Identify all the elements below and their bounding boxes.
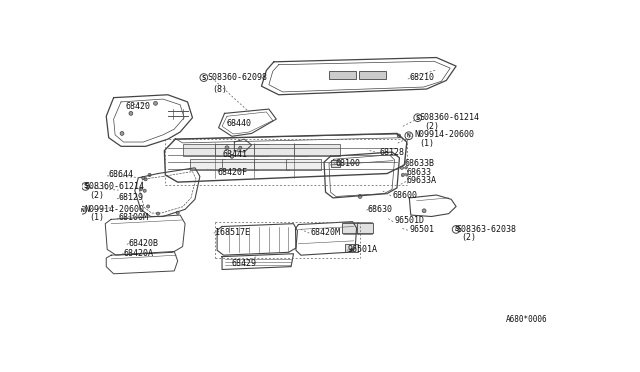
Text: 68129: 68129: [118, 193, 143, 202]
Text: (1): (1): [419, 139, 434, 148]
Circle shape: [129, 112, 133, 115]
Text: 68420: 68420: [126, 102, 151, 111]
Text: 68600: 68600: [392, 190, 417, 199]
Circle shape: [422, 209, 426, 213]
Text: (8): (8): [212, 84, 227, 93]
Text: N: N: [407, 133, 411, 138]
Text: (2): (2): [424, 122, 439, 131]
Text: S08363-62038: S08363-62038: [456, 225, 516, 234]
Circle shape: [401, 173, 404, 176]
Bar: [190, 158, 225, 170]
Bar: [331, 160, 340, 167]
Text: 168517E: 168517E: [214, 228, 250, 237]
Text: A680*0006: A680*0006: [506, 315, 547, 324]
Circle shape: [154, 102, 157, 105]
Circle shape: [71, 209, 74, 212]
Text: S: S: [83, 183, 88, 189]
Circle shape: [397, 134, 401, 137]
Text: S08360-62098: S08360-62098: [207, 73, 268, 82]
Text: S: S: [202, 74, 206, 81]
Bar: [346, 244, 358, 252]
Text: (2): (2): [461, 234, 476, 243]
Text: 68210: 68210: [410, 73, 435, 82]
Text: 68420B: 68420B: [129, 239, 159, 248]
Circle shape: [139, 188, 142, 191]
Text: N09914-20600: N09914-20600: [84, 205, 144, 214]
Text: 68420F: 68420F: [217, 168, 247, 177]
Circle shape: [176, 211, 179, 214]
Bar: [214, 144, 269, 156]
Text: 96501: 96501: [410, 225, 435, 234]
Text: 69633A: 69633A: [407, 176, 437, 185]
Text: 96501D: 96501D: [394, 216, 424, 225]
Text: 68420M: 68420M: [311, 228, 340, 237]
Text: (1): (1): [89, 214, 104, 222]
Text: 68429: 68429: [232, 259, 257, 268]
Circle shape: [148, 173, 151, 176]
Circle shape: [147, 205, 150, 208]
Text: 68633B: 68633B: [404, 159, 435, 168]
Text: N: N: [81, 208, 84, 213]
Text: S08360-61214: S08360-61214: [419, 113, 479, 122]
Text: 68644: 68644: [109, 170, 134, 179]
Circle shape: [120, 132, 124, 135]
Bar: [222, 158, 257, 170]
Text: S: S: [454, 227, 458, 232]
Bar: [286, 158, 321, 170]
Circle shape: [406, 174, 408, 176]
Circle shape: [141, 176, 145, 179]
Circle shape: [358, 195, 362, 198]
Text: S08360-61214: S08360-61214: [84, 182, 144, 191]
Circle shape: [401, 166, 403, 169]
Bar: [254, 144, 308, 156]
Text: 68128: 68128: [380, 148, 404, 157]
Text: (2): (2): [89, 190, 104, 199]
Circle shape: [144, 178, 147, 181]
Bar: [182, 144, 229, 156]
Text: 68441: 68441: [222, 150, 247, 160]
Text: 68633: 68633: [407, 168, 432, 177]
Bar: [342, 222, 358, 233]
Bar: [330, 71, 356, 78]
Circle shape: [230, 154, 234, 158]
Text: N09914-20600: N09914-20600: [414, 130, 474, 140]
Circle shape: [156, 212, 159, 215]
Text: 68630: 68630: [367, 205, 392, 214]
Circle shape: [143, 189, 146, 192]
Text: S: S: [415, 115, 420, 121]
Text: 68100: 68100: [335, 159, 360, 168]
Bar: [359, 71, 386, 78]
Text: 68100M: 68100M: [118, 214, 148, 222]
Circle shape: [225, 146, 229, 150]
Bar: [294, 144, 340, 156]
Bar: [254, 158, 289, 170]
Circle shape: [404, 167, 407, 169]
Text: 96501A: 96501A: [348, 245, 378, 254]
Circle shape: [350, 249, 353, 252]
Text: 68440: 68440: [227, 119, 252, 128]
Bar: [357, 222, 372, 233]
Circle shape: [239, 146, 242, 149]
Text: 68420A: 68420A: [124, 249, 154, 258]
